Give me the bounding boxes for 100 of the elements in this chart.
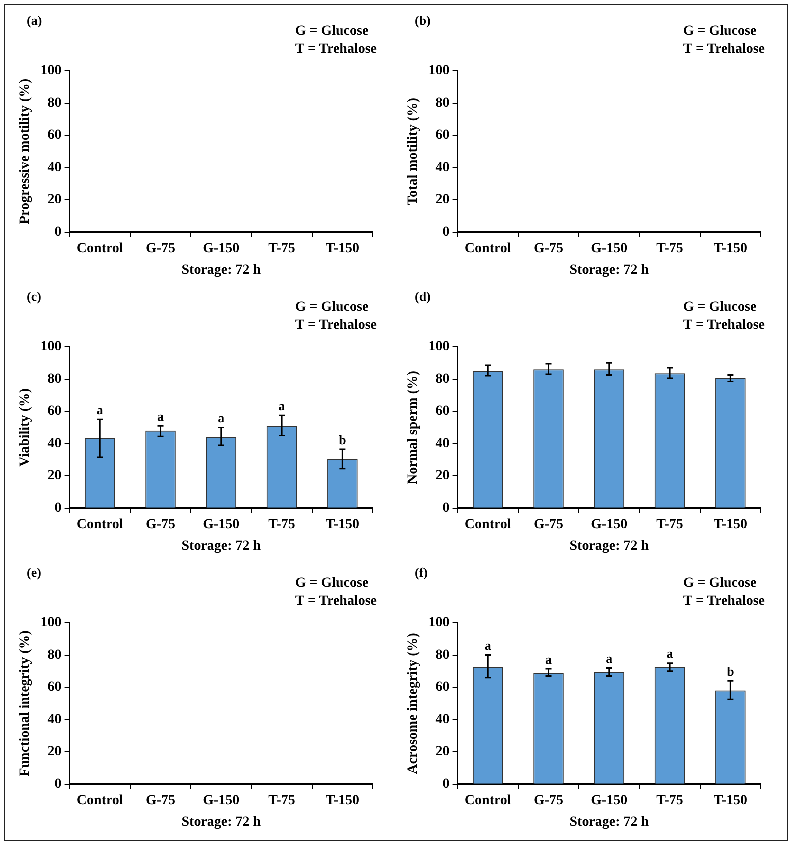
y-tick-label: 40	[48, 160, 62, 176]
y-tick-label: 40	[436, 712, 450, 728]
x-axis-title: Storage: 72 h	[182, 539, 262, 554]
y-tick-label: 0	[54, 225, 62, 240]
text: T = Trehalose	[683, 41, 765, 59]
y-tick-label: 60	[436, 680, 450, 696]
y-tick-label: 20	[436, 192, 450, 208]
data-label: a	[278, 398, 286, 414]
x-axis-title: Storage: 72 h	[182, 815, 262, 830]
y-tick-label: 80	[48, 648, 62, 663]
chart-title: (a)	[27, 13, 42, 29]
y-axis-title: Progressive motility (%)	[18, 78, 34, 225]
y-tick-label: 100	[428, 340, 450, 355]
x-tick-label: G-150	[203, 517, 240, 532]
y-tick-label: 40	[48, 436, 62, 452]
y-tick-label: 20	[48, 192, 62, 208]
x-tick-label: G-75	[534, 517, 564, 532]
text: T = Trehalose	[295, 593, 377, 611]
x-tick-label: Control	[76, 517, 124, 532]
chart-title: (d)	[415, 289, 431, 305]
x-tick-label: T-150	[326, 793, 360, 808]
x-tick-label: G-150	[591, 241, 628, 256]
x-tick-label: Control	[464, 517, 512, 532]
text: T = Trehalose	[295, 41, 377, 59]
data-label: a	[158, 408, 165, 424]
y-tick-label: 60	[48, 404, 62, 420]
x-tick-label: G-150	[203, 241, 240, 256]
text: G = Glucose	[295, 575, 370, 593]
y-tick-label: 0	[442, 777, 450, 792]
chart-title: (c)	[27, 289, 42, 305]
y-tick-label: 60	[48, 128, 62, 144]
y-tick-label: 20	[48, 744, 62, 760]
y-tick-label: 20	[436, 468, 450, 484]
y-tick-label: 0	[442, 225, 450, 240]
chart-title: (b)	[415, 13, 431, 29]
y-tick-label: 40	[436, 160, 450, 176]
x-tick-label: T-150	[714, 517, 748, 532]
data-label: a	[96, 402, 104, 418]
text: T = Trehalose	[295, 317, 377, 335]
data-label: b	[727, 664, 734, 679]
x-tick-label: T-75	[656, 517, 684, 532]
x-tick-label: G-75	[146, 517, 176, 532]
x-tick-label: T-75	[656, 241, 684, 256]
y-tick-label: 20	[48, 468, 62, 484]
y-tick-label: 100	[40, 340, 62, 355]
x-axis-title: Storage: 72 h	[570, 263, 650, 278]
x-tick-label: G-75	[146, 241, 176, 256]
y-tick-label: 80	[48, 372, 62, 387]
data-label: a	[546, 652, 553, 667]
x-tick-label: G-150	[591, 793, 628, 808]
y-tick-label: 80	[48, 96, 62, 111]
text: T = Trehalose	[683, 317, 765, 335]
y-tick-label: 100	[40, 616, 62, 631]
text: G = Glucose	[295, 299, 370, 317]
data-label: a	[606, 651, 614, 666]
y-axis-title: Normal sperm (%)	[406, 370, 422, 484]
x-tick-label: T-150	[714, 241, 748, 256]
text: G = Glucose	[683, 23, 758, 41]
data-label: a	[666, 646, 674, 662]
y-tick-label: 80	[436, 96, 450, 111]
x-tick-label: T-75	[268, 517, 296, 532]
x-tick-label: G-75	[146, 793, 176, 808]
y-tick-label: 20	[436, 744, 450, 760]
text: G = Glucose	[683, 575, 758, 593]
x-tick-label: Control	[76, 793, 124, 808]
y-tick-label: 40	[436, 436, 450, 452]
x-tick-label: T-150	[326, 517, 360, 532]
x-tick-label: G-75	[534, 241, 564, 256]
x-tick-label: Control	[76, 241, 124, 256]
y-tick-label: 0	[54, 501, 62, 516]
y-axis-title: Acrosome integrity (%)	[406, 632, 422, 774]
x-tick-label: T-150	[714, 793, 748, 808]
y-tick-label: 100	[40, 64, 62, 79]
y-tick-label: 60	[436, 404, 450, 420]
y-tick-label: 0	[442, 501, 450, 516]
y-tick-label: 60	[436, 128, 450, 144]
x-tick-label: Control	[464, 241, 512, 256]
y-tick-label: 40	[48, 712, 62, 728]
text: G = Glucose	[295, 23, 370, 41]
data-label: a	[218, 410, 226, 426]
x-tick-label: T-150	[326, 241, 360, 256]
text: G = Glucose	[683, 299, 758, 317]
text: T = Trehalose	[683, 593, 765, 611]
data-label: a	[484, 638, 492, 654]
chart-title: (e)	[27, 565, 42, 581]
y-axis-title: Viability (%)	[18, 388, 34, 467]
data-label: b	[339, 432, 346, 448]
y-axis-title: Functional integrity (%)	[18, 630, 34, 777]
y-axis-title: Total motility (%)	[406, 98, 422, 206]
y-tick-label: 80	[436, 648, 450, 663]
x-tick-label: T-75	[268, 241, 296, 256]
y-tick-label: 0	[54, 777, 62, 792]
x-axis-title: Storage: 72 h	[182, 263, 262, 278]
y-tick-label: 100	[428, 64, 450, 79]
chart-title: (f)	[415, 565, 428, 581]
x-tick-label: T-75	[268, 793, 296, 808]
x-tick-label: G-75	[534, 793, 564, 808]
y-tick-label: 80	[436, 372, 450, 387]
x-tick-label: T-75	[656, 793, 684, 808]
x-axis-title: Storage: 72 h	[570, 815, 650, 830]
